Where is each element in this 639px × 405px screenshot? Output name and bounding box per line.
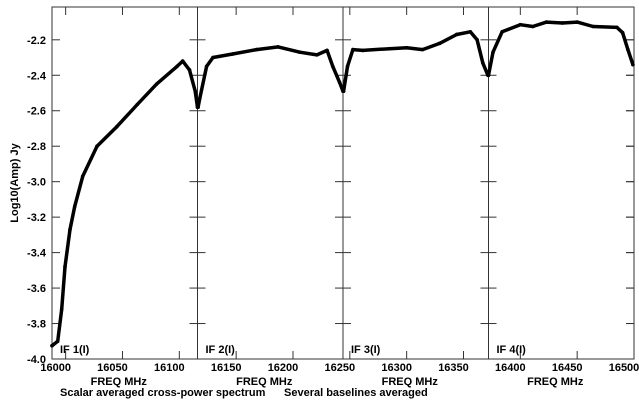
panel-if-label: IF 2(I) — [206, 344, 236, 356]
data-point — [80, 174, 85, 179]
y-tick-label: -3.2 — [27, 212, 46, 224]
data-point — [615, 25, 619, 30]
data-point — [114, 124, 119, 129]
y-tick-label: -3.4 — [27, 248, 47, 260]
series-line-if-1-i- — [50, 59, 200, 348]
data-point — [481, 61, 485, 65]
x-tick-label: 16200 — [268, 362, 299, 374]
footer-right: Several baselines averaged — [284, 387, 428, 399]
data-point — [204, 64, 209, 69]
plot-frame — [51, 6, 635, 360]
panel-if-label: IF 4(I) — [497, 344, 527, 356]
data-point — [230, 52, 235, 56]
series-line-if-3-i- — [341, 30, 490, 93]
data-point — [337, 80, 342, 85]
data-point — [154, 82, 159, 86]
data-point — [315, 53, 319, 57]
data-point — [330, 64, 335, 69]
data-point — [197, 96, 202, 101]
x-tick-label: 16500 — [609, 362, 639, 374]
panel-if-label: IF 3(I) — [351, 344, 381, 356]
panel-labels: IF 1(I) FREQ MHz IF 2(I) FREQ MHz IF 3(I) FRE… — [60, 344, 584, 388]
data-point — [196, 105, 200, 109]
y-tick-label: -2.8 — [27, 141, 46, 153]
data-point — [193, 89, 198, 94]
data-point — [437, 41, 442, 46]
x-tick-label: 16350 — [438, 362, 469, 374]
y-axis-label: Log10(Amp) Jy — [9, 142, 21, 222]
y-tick-label: -3.0 — [27, 177, 46, 189]
data-point — [631, 62, 635, 67]
data-point — [544, 20, 549, 24]
y-tick-label: -2.6 — [27, 106, 46, 118]
data-point — [59, 307, 64, 312]
x-tick-label: 16300 — [381, 362, 412, 374]
data-point — [475, 38, 479, 42]
data-point — [500, 30, 504, 34]
data-point — [387, 46, 392, 51]
data-point — [72, 204, 77, 209]
data-point — [518, 22, 523, 27]
x-axis-ticks: 16000 16050 16100 16150 16200 16250 16300 16350… — [40, 7, 639, 374]
data-point — [298, 50, 302, 55]
x-axis-label: FREQ MHz — [527, 376, 584, 388]
series-line-if-2-i- — [196, 45, 345, 109]
y-tick-label: -3.8 — [27, 319, 46, 331]
panel-if-label: IF 1(I) — [60, 344, 90, 356]
data-point — [135, 102, 140, 107]
data-point — [486, 73, 491, 78]
data-point — [341, 89, 346, 94]
data-point — [620, 30, 625, 35]
series-line-if-4-i- — [486, 20, 635, 78]
data-point — [254, 47, 259, 52]
data-point — [325, 48, 329, 53]
x-axis-label: FREQ MHz — [236, 376, 293, 388]
data-point — [626, 47, 630, 52]
data-series — [50, 20, 635, 348]
data-point — [560, 21, 565, 25]
x-tick-label: 16400 — [495, 362, 526, 374]
data-point — [575, 20, 579, 24]
x-tick-label: 16250 — [325, 362, 356, 374]
data-point — [95, 144, 99, 149]
data-point — [175, 64, 179, 69]
y-tick-label: -3.6 — [27, 283, 46, 295]
x-tick-label: 16450 — [552, 362, 583, 374]
data-point — [591, 24, 595, 29]
data-point — [420, 47, 425, 52]
x-tick-label: 16050 — [97, 362, 128, 374]
y-tick-label: -4.0 — [27, 354, 46, 366]
data-point — [180, 59, 185, 63]
y-tick-label: -2.2 — [27, 35, 46, 47]
footer-left: Scalar averaged cross-power spectrum — [60, 387, 266, 399]
data-point — [491, 50, 495, 55]
data-point — [55, 339, 60, 344]
data-point — [276, 45, 281, 49]
data-point — [50, 343, 54, 348]
x-axis-label: FREQ MHz — [382, 376, 439, 388]
data-point — [404, 45, 409, 50]
data-point — [68, 227, 72, 232]
x-tick-label: 16000 — [40, 362, 71, 374]
data-point — [531, 24, 535, 29]
data-point — [211, 55, 215, 60]
x-axis-label: FREQ MHz — [91, 376, 148, 388]
y-tick-label: -2.4 — [27, 70, 47, 82]
data-point — [63, 264, 67, 269]
data-point — [351, 47, 355, 52]
data-point — [187, 68, 192, 72]
x-tick-label: 16150 — [211, 362, 242, 374]
data-point — [345, 64, 350, 69]
data-point — [454, 32, 459, 37]
data-point — [468, 30, 473, 34]
y-axis-ticks: -2.2 -2.4 -2.6 -2.8 -3.0 -3.2 -3.4 -3.6 -3.8 -4.0 — [27, 35, 634, 366]
x-tick-label: 16100 — [154, 362, 185, 374]
data-point — [361, 48, 365, 53]
